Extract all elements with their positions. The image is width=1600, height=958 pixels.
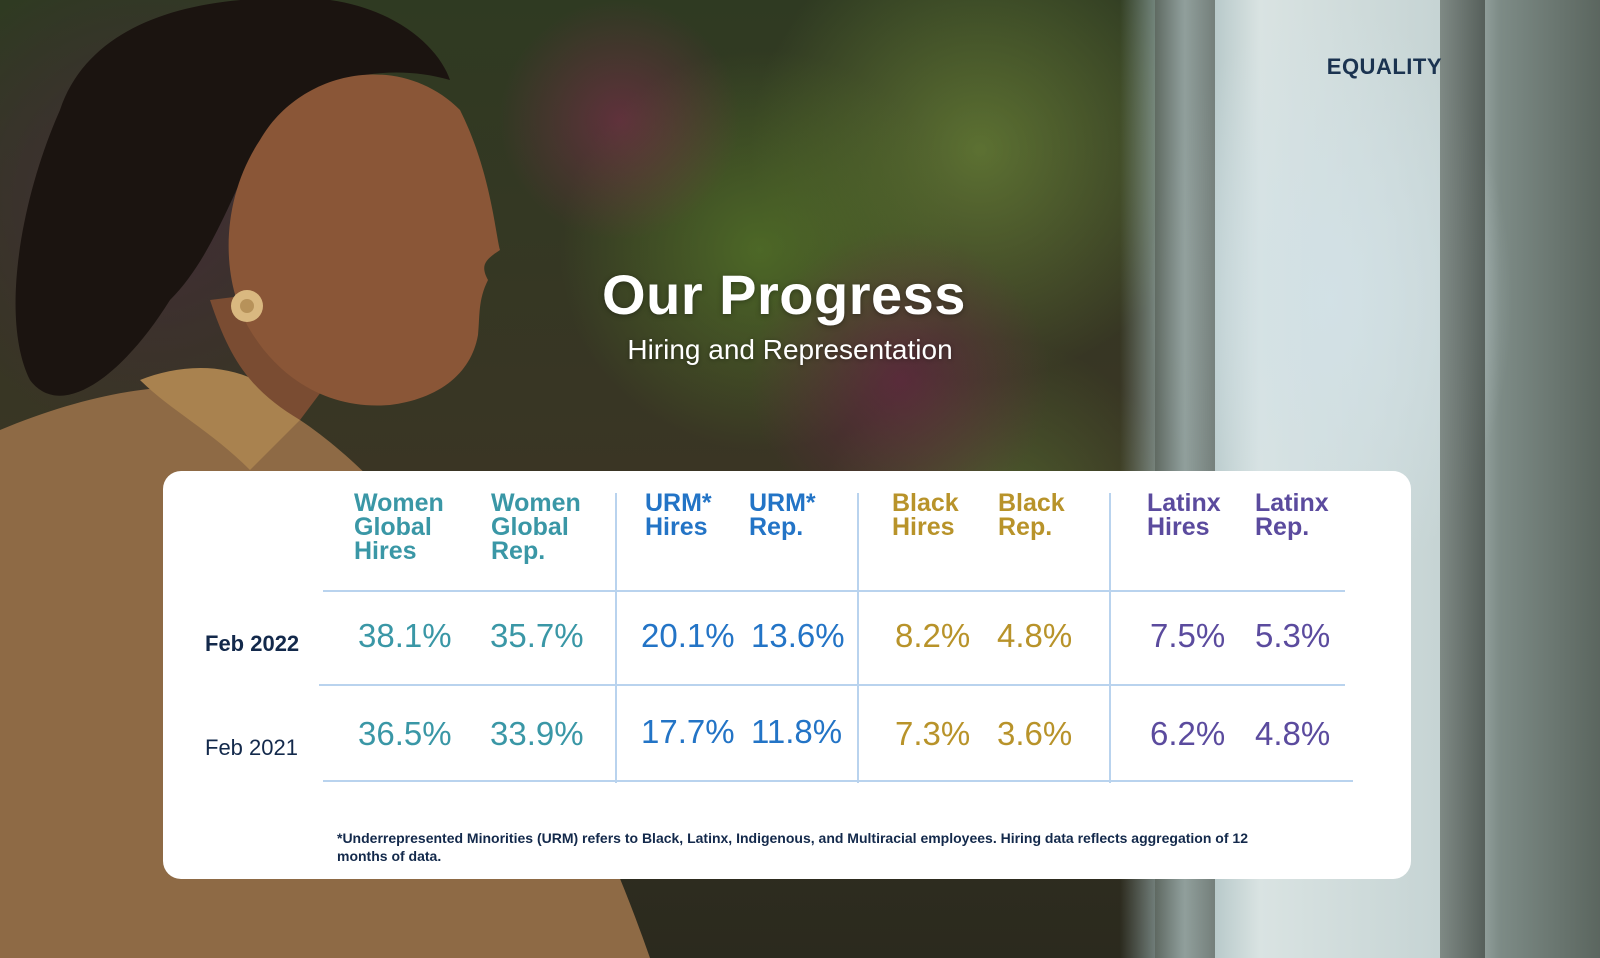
header-urm-hires: URM* Hires bbox=[645, 489, 712, 541]
header-latinx-hires: Latinx Hires bbox=[1147, 489, 1221, 541]
progress-table-card: Women Global Hires Women Global Rep. URM… bbox=[163, 471, 1411, 879]
page-title: Our Progress bbox=[602, 263, 966, 326]
row-divider bbox=[319, 684, 1345, 686]
brand-logo: EQUALITY bbox=[1326, 54, 1442, 79]
value-cell: 36.5% bbox=[358, 715, 452, 752]
header-latinx-rep: Latinx Rep. bbox=[1255, 489, 1329, 541]
value-cell: 8.2% bbox=[895, 617, 971, 654]
value-cell: 4.8% bbox=[997, 617, 1073, 654]
page-subtitle: Hiring and Representation bbox=[627, 334, 953, 365]
value-cell: 13.6% bbox=[751, 617, 845, 654]
row-label-feb-2022: Feb 2022 bbox=[205, 631, 300, 656]
value-cell: 5.3% bbox=[1255, 617, 1331, 654]
header-black-hires: Black Hires bbox=[892, 489, 959, 541]
value-cell: 7.3% bbox=[895, 715, 971, 752]
value-cell: 33.9% bbox=[490, 715, 584, 752]
footnote: *Underrepresented Minorities (URM) refer… bbox=[337, 830, 1248, 864]
column-divider bbox=[857, 493, 859, 783]
value-cell: 38.1% bbox=[358, 617, 452, 654]
header-urm-rep: URM* Rep. bbox=[749, 489, 816, 541]
value-cell: 17.7% bbox=[641, 713, 735, 750]
value-cell: 20.1% bbox=[641, 617, 735, 654]
row-divider bbox=[323, 590, 1345, 592]
value-cell: 11.8% bbox=[751, 713, 843, 750]
value-cell: 7.5% bbox=[1150, 617, 1226, 654]
value-cell: 35.7% bbox=[490, 617, 584, 654]
header-black-rep: Black Rep. bbox=[998, 489, 1065, 541]
window-frame-right bbox=[1440, 0, 1485, 958]
value-cell: 6.2% bbox=[1150, 715, 1226, 752]
column-divider bbox=[615, 493, 617, 783]
value-cell: 4.8% bbox=[1255, 715, 1331, 752]
header-women-global-hires: Women Global Hires bbox=[354, 489, 444, 565]
header-women-global-rep: Women Global Rep. bbox=[491, 489, 581, 565]
value-cell: 3.6% bbox=[997, 715, 1073, 752]
column-divider bbox=[1109, 493, 1111, 783]
row-divider bbox=[323, 780, 1353, 782]
row-label-feb-2021: Feb 2021 bbox=[205, 735, 298, 760]
